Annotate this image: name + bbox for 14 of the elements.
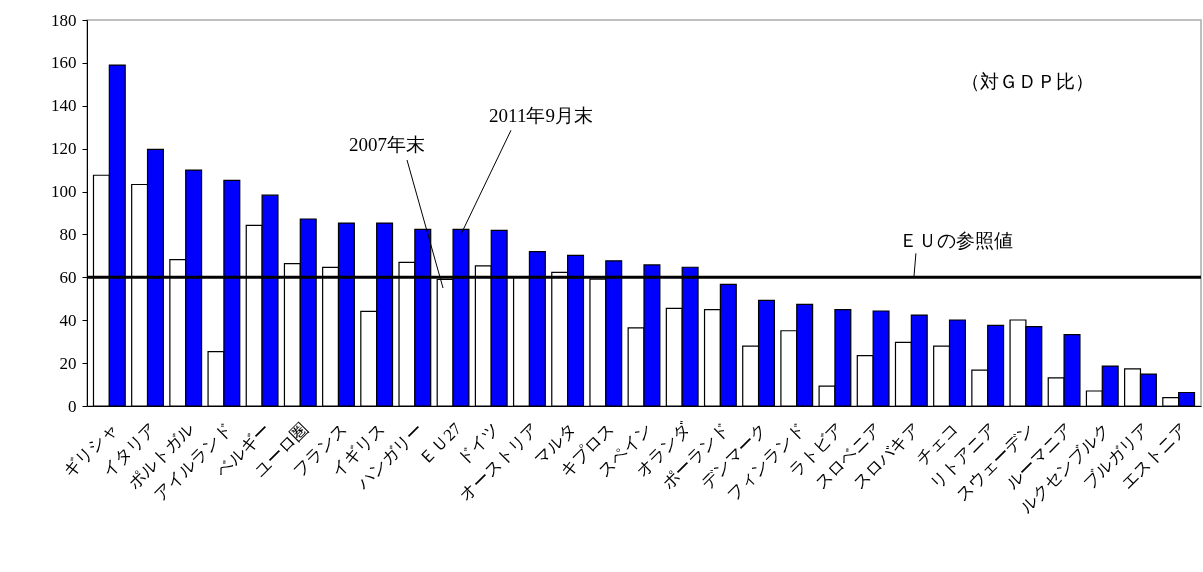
y-tick-label: 60 (59, 267, 77, 287)
ref-line-label: ＥＵの参照値 (898, 230, 1013, 252)
y-axis-title: （対ＧＤＰ比） (961, 71, 1094, 92)
y-tick-label: 180 (51, 10, 77, 30)
y-tick-label: 80 (59, 224, 77, 244)
y-tick-label: 0 (68, 396, 77, 416)
y-tick-label: 120 (51, 139, 77, 159)
y-tick-label: 20 (59, 353, 77, 373)
annotation: 2011年9月末 (489, 105, 593, 127)
y-tick-label: 40 (59, 310, 77, 330)
y-tick-label: 140 (51, 96, 77, 116)
y-tick-label: 100 (51, 182, 77, 202)
y-tick-label: 160 (51, 53, 77, 73)
annotation: 2007年末 (349, 134, 425, 155)
